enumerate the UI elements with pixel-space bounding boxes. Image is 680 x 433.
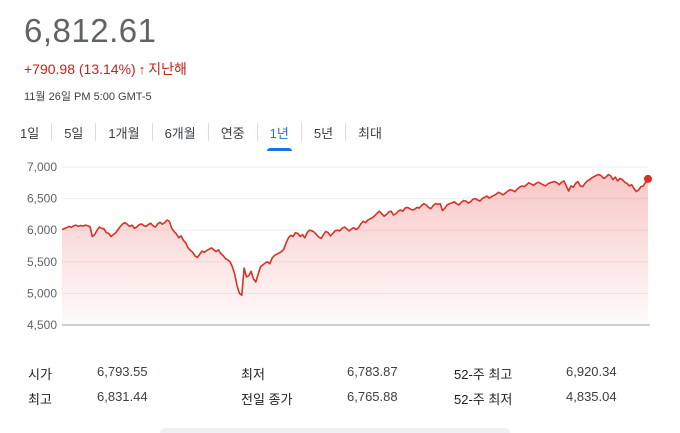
tab-divider <box>345 123 347 141</box>
y-tick-label: 4,500 <box>27 318 57 332</box>
low-label: 최저 <box>241 367 265 382</box>
52wk-high-value: 6,920.34 <box>566 364 617 379</box>
y-tick-label: 6,000 <box>27 223 57 237</box>
tab-divider <box>207 123 209 141</box>
stats-row-2: 최고 6,831.44 전일 종가 6,765.88 52-주 최저 4,835… <box>0 389 680 409</box>
52wk-low-value: 4,835.04 <box>566 389 617 404</box>
high-value: 6,831.44 <box>97 389 148 404</box>
tab-divider <box>256 123 258 141</box>
arrow-up-icon: ↑ <box>138 61 146 77</box>
open-label: 시가 <box>28 367 52 382</box>
y-tick-label: 5,500 <box>27 255 57 269</box>
more-about-bar[interactable] <box>160 428 510 433</box>
52wk-high-label: 52-주 최고 <box>454 367 513 382</box>
tab-divider <box>300 123 302 141</box>
prev-close-label: 전일 종가 <box>241 392 293 407</box>
low-value: 6,783.87 <box>347 364 398 379</box>
prev-close-value: 6,765.88 <box>347 389 398 404</box>
price-area <box>62 174 648 325</box>
tab-divider <box>151 123 153 141</box>
tab-ytd[interactable]: 연중 <box>220 125 245 141</box>
tab-6m[interactable]: 6개월 <box>164 125 196 141</box>
tab-divider <box>51 123 53 141</box>
tab-1y[interactable]: 1년 <box>266 119 293 151</box>
current-price: 6,812.61 <box>24 12 157 49</box>
52wk-low-label: 52-주 최저 <box>454 392 513 407</box>
tab-1d[interactable]: 1일 <box>20 125 40 141</box>
range-tabs: 1일 5일 1개월 6개월 연중 1년 5년 최대 <box>20 119 382 151</box>
last-price-dot <box>644 174 652 183</box>
open-value: 6,793.55 <box>97 364 148 379</box>
quote-timestamp: 11월 26일 PM 5:00 GMT-5 <box>24 91 152 103</box>
tab-1m[interactable]: 1개월 <box>108 125 140 141</box>
price-chart[interactable]: 7,000 6,500 6,000 5,500 5,000 4,500 <box>0 150 680 340</box>
tab-5d[interactable]: 5일 <box>64 125 84 141</box>
stats-row-1: 시가 6,793.55 최저 6,783.87 52-주 최고 6,920.34 <box>0 364 680 384</box>
tab-5y[interactable]: 5년 <box>313 125 334 141</box>
change-period: 지난해 <box>148 61 187 77</box>
price-line <box>61 173 649 297</box>
change-amount: +790.98 (13.14%) <box>24 61 136 77</box>
high-label: 최고 <box>28 392 52 407</box>
y-tick-label: 7,000 <box>27 160 57 174</box>
y-tick-label: 5,000 <box>27 286 57 300</box>
tab-max[interactable]: 최대 <box>358 125 382 141</box>
tab-divider <box>95 123 97 141</box>
y-tick-label: 6,500 <box>27 192 57 206</box>
price-change: +790.98 (13.14%) ↑ 지난해 <box>24 59 187 79</box>
